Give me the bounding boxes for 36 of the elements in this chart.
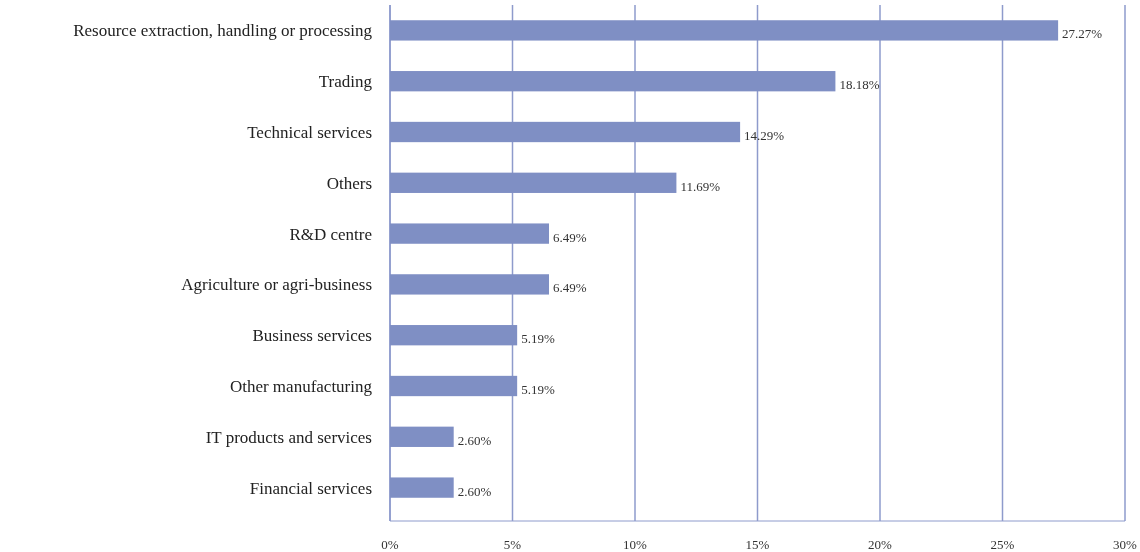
data-label: 18.18% — [839, 77, 880, 93]
y-tick-label: Business services — [252, 326, 372, 346]
bar — [390, 223, 550, 244]
bar — [390, 172, 677, 193]
x-tick-label: 30% — [1113, 537, 1138, 552]
y-tick-label: Financial services — [249, 478, 372, 498]
x-tick-label: 0% — [381, 537, 399, 552]
x-tick-label: 5% — [503, 537, 522, 552]
x-tick-label: 10% — [623, 537, 648, 552]
data-label: 2.60% — [457, 483, 492, 499]
y-tick-label: R&D centre — [289, 224, 372, 244]
x-tick-label: 15% — [745, 537, 770, 552]
x-tick-label: 20% — [868, 537, 893, 552]
bar — [390, 274, 550, 295]
data-label: 11.69% — [680, 178, 721, 194]
y-tick-label: Trading — [318, 72, 373, 92]
y-tick-label: Technical services — [247, 123, 372, 142]
bar — [390, 325, 518, 346]
bar — [390, 121, 741, 143]
data-label: 6.49% — [553, 229, 587, 245]
bar — [390, 375, 518, 397]
data-label: 5.19% — [521, 331, 555, 347]
y-tick-label: Resource extraction, handling or processing — [73, 21, 373, 41]
bar — [390, 71, 836, 92]
bar — [390, 426, 454, 447]
y-tick-label: Other manufacturing — [229, 377, 373, 396]
data-label: 27.27% — [1062, 26, 1103, 42]
data-label: 5.19% — [521, 382, 555, 397]
bar — [390, 20, 1059, 41]
y-tick-label: Others — [326, 173, 372, 193]
y-tick-label: IT products and services — [205, 427, 372, 447]
x-tick-label: 25% — [990, 537, 1015, 552]
bar — [390, 477, 454, 498]
data-label: 2.60% — [457, 432, 492, 448]
data-label: 6.49% — [553, 280, 587, 296]
y-tick-label: Agriculture or agri-business — [181, 275, 372, 295]
